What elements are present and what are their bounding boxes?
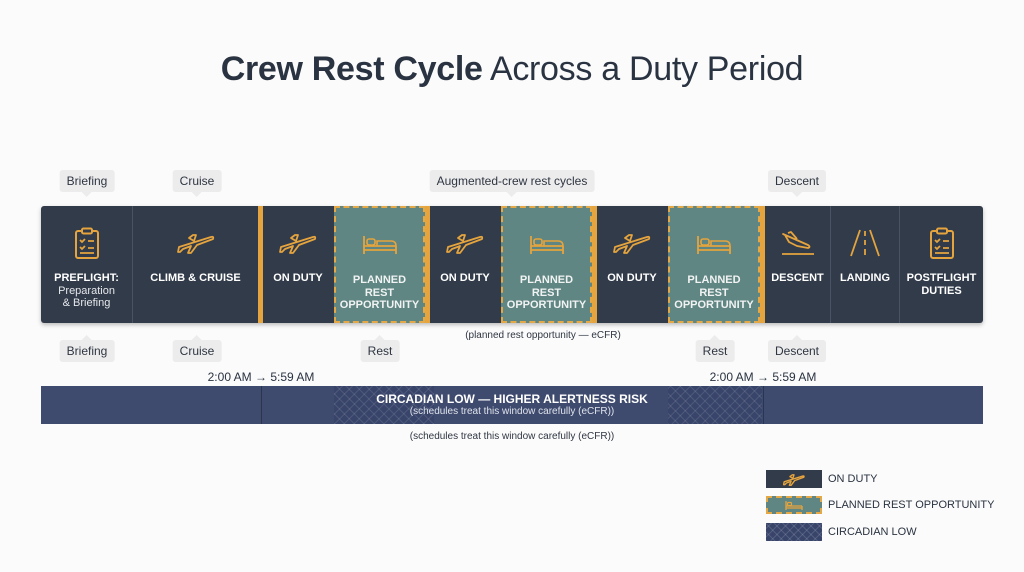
legend-swatch-planned-rest: [766, 496, 822, 514]
rest-boundary-marker: [425, 206, 430, 323]
plane-icon: [176, 226, 215, 260]
legend-item-circadian-low: CIRCADIAN LOW: [766, 522, 917, 542]
circadian-note: (schedules treat this window carefully (…: [409, 431, 615, 442]
tag-top-augmented-rest: Augmented-crew rest cycles: [429, 170, 595, 197]
rest-boundary-marker: [258, 206, 263, 323]
rest-boundary-marker: [592, 206, 597, 323]
segment-descent: DESCENT: [765, 206, 831, 323]
circadian-subtext: (schedules treat this window carefully (…: [409, 406, 615, 417]
diagram-title: Crew Rest Cycle Across a Duty Period: [0, 50, 1024, 89]
segment-label: PLANNED REST OPPORTUNITY: [506, 274, 587, 311]
tag-top-briefing: Briefing: [59, 170, 115, 197]
segment-label: PLANNED REST OPPORTUNITY: [339, 274, 420, 311]
circadian-band-text: CIRCADIAN LOW — HIGHER ALERTNESS RISK (s…: [41, 392, 983, 418]
segment-label: LANDING: [839, 272, 891, 284]
segment-label: ON DUTY: [440, 272, 490, 284]
segment-planned-rest-2: PLANNED REST OPPORTUNITY: [501, 206, 592, 323]
segment-label: ON DUTY: [607, 272, 657, 284]
runway-icon: [848, 226, 882, 260]
plane-icon: [279, 226, 317, 260]
segment-label: PLANNED REST OPPORTUNITY: [674, 274, 754, 311]
bed-icon: [529, 228, 565, 262]
clipboard-icon: [929, 226, 955, 260]
segment-on-duty-1: ON DUTY: [263, 206, 333, 323]
legend-label: PLANNED REST OPPORTUNITY: [828, 499, 995, 511]
tag-top-descent: Descent: [767, 170, 827, 197]
title-rest: Across a Duty Period: [482, 50, 804, 88]
segment-on-duty-3: ON DUTY: [597, 206, 667, 323]
circadian-hatch-segment: [334, 386, 434, 424]
legend-item-on-duty: ON DUTY: [766, 469, 878, 489]
tag-bottom-briefing: Briefing: [59, 335, 115, 362]
segment-on-duty-2: ON DUTY: [430, 206, 500, 323]
segment-sublabel: Preparation & Briefing: [58, 284, 115, 310]
plane-icon: [613, 226, 651, 260]
segment-label: PREFLIGHT:: [54, 272, 119, 284]
plane-landing-icon: [780, 226, 816, 260]
bed-icon: [362, 228, 398, 262]
tag-bottom-rest-2: Rest: [695, 335, 735, 362]
rest-boundary-marker: [760, 206, 765, 323]
segment-landing: LANDING: [831, 206, 900, 323]
circadian-window-start-marker: [261, 386, 262, 424]
tag-top-cruise: Cruise: [172, 170, 222, 197]
segment-label: ON DUTY: [273, 272, 323, 284]
title-bold: Crew Rest Cycle: [220, 50, 483, 88]
segment-preflight: PREFLIGHT: Preparation & Briefing: [41, 206, 133, 323]
plane-icon: [783, 473, 805, 486]
legend-label: CIRCADIAN LOW: [828, 526, 917, 538]
circadian-heading: CIRCADIAN LOW — HIGHER ALERTNESS RISK: [376, 392, 648, 406]
tag-bottom-descent: Descent: [767, 335, 827, 362]
tag-bottom-cruise: Cruise: [172, 335, 222, 362]
legend-swatch-on-duty: [766, 470, 822, 488]
circadian-window-time-1: 2:00 AM → 5:59 AM: [207, 370, 315, 384]
circadian-window-end-marker: [763, 386, 764, 424]
clipboard-icon: [74, 226, 100, 260]
segment-label: CLIMB & CRUISE: [150, 272, 241, 284]
segment-label: DESCENT: [771, 272, 824, 284]
legend-swatch-circadian-low: [766, 523, 822, 541]
segment-climb-cruise: CLIMB & CRUISE: [133, 206, 258, 323]
legend-label: ON DUTY: [828, 473, 878, 485]
segment-planned-rest-3: PLANNED REST OPPORTUNITY: [668, 206, 760, 323]
circadian-hatch-segment: [668, 386, 762, 424]
bed-icon: [696, 228, 732, 262]
legend-item-planned-rest: PLANNED REST OPPORTUNITY: [766, 495, 994, 515]
segment-label: POSTFLIGHT DUTIES: [906, 272, 977, 297]
segment-planned-rest-1: PLANNED REST OPPORTUNITY: [334, 206, 425, 323]
duty-timeline-bar: PREFLIGHT: Preparation & Briefing CLIMB …: [41, 206, 983, 323]
plane-icon: [446, 226, 484, 260]
circadian-window-time-2: 2:00 AM → 5:59 AM: [709, 370, 817, 384]
bed-icon: [785, 500, 803, 510]
rest-opportunity-note: (planned rest opportunity — eCFR): [465, 330, 621, 341]
segment-postflight: POSTFLIGHT DUTIES: [900, 206, 983, 323]
circadian-low-band: CIRCADIAN LOW — HIGHER ALERTNESS RISK (s…: [41, 386, 983, 424]
tag-bottom-rest-1: Rest: [360, 335, 400, 362]
